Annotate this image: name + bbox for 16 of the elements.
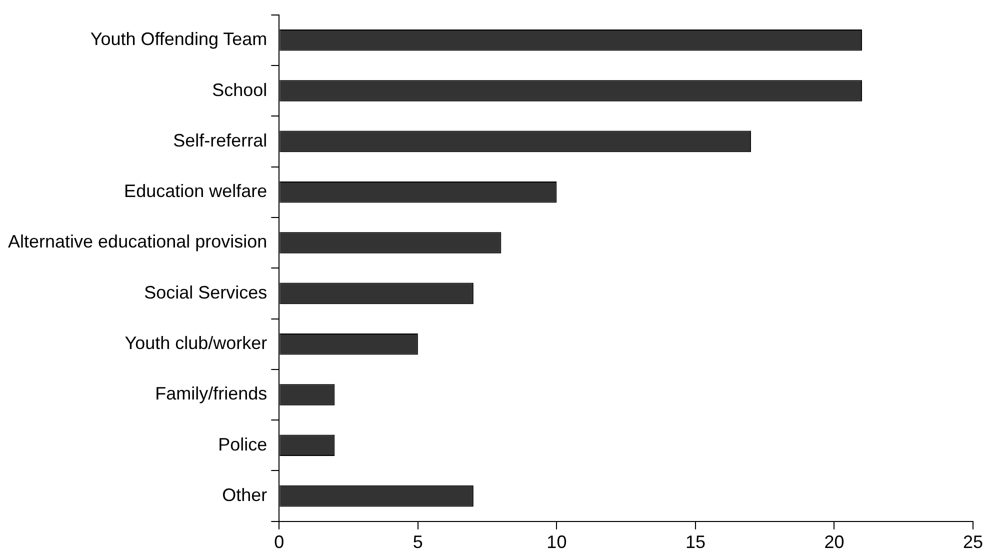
x-tick-label: 10 xyxy=(546,532,567,552)
y-tick-label: Police xyxy=(218,434,268,454)
y-tick-label: School xyxy=(212,80,268,100)
y-tick-label: Education welfare xyxy=(124,181,268,202)
x-tick-label: 20 xyxy=(824,532,844,552)
y-tick-label: Other xyxy=(222,485,268,506)
x-tick-label: 25 xyxy=(962,532,984,552)
y-tick-label: Youth club/worker xyxy=(124,333,268,354)
x-tick-label: 15 xyxy=(685,532,706,552)
x-tick-label: 5 xyxy=(412,532,423,552)
y-tick-label: Family/friends xyxy=(155,384,268,404)
y-tick-label: Youth Offending Team xyxy=(90,29,268,50)
x-tick-label: 0 xyxy=(274,532,284,552)
y-tick-label: Self-referral xyxy=(173,130,268,150)
y-tick-label: Social Services xyxy=(144,282,268,302)
y-tick-label: Alternative educational provision xyxy=(8,232,268,252)
